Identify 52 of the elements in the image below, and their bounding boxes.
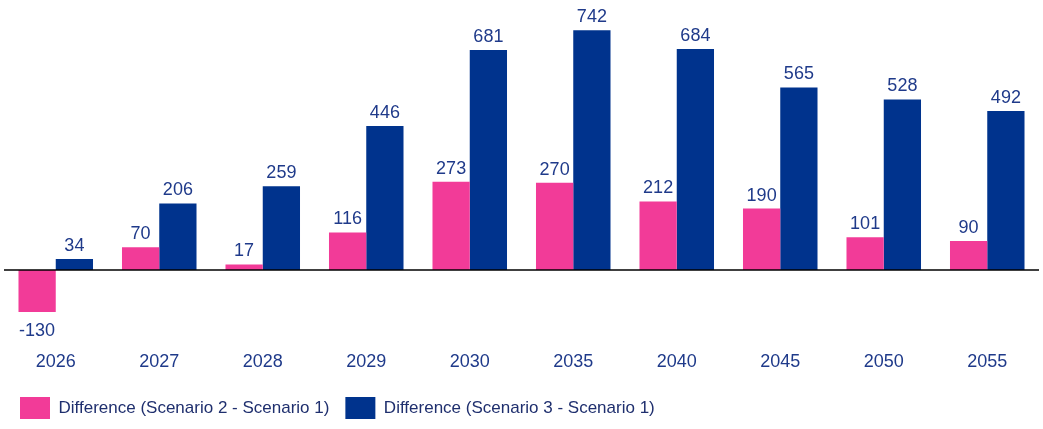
data-label: 17 [234, 240, 255, 261]
x-tick-label: 2055 [967, 351, 1008, 372]
data-label: 446 [369, 101, 400, 122]
bar [18, 269, 56, 312]
bar [846, 237, 884, 270]
bar [328, 232, 367, 270]
bar [55, 258, 94, 270]
bar [987, 111, 1025, 270]
bar [225, 264, 263, 270]
data-label: 742 [576, 6, 607, 27]
data-label: 492 [990, 87, 1021, 108]
bar [535, 182, 574, 270]
x-tick-label: 2045 [760, 351, 801, 372]
data-label: 212 [643, 177, 674, 198]
bar [121, 247, 160, 270]
bar [949, 240, 988, 270]
data-label: 565 [783, 63, 814, 84]
legend-label: Difference (Scenario 3 - Scenario 1) [383, 397, 655, 417]
data-label: 34 [64, 234, 85, 255]
bar [573, 30, 611, 270]
data-label: 681 [473, 26, 504, 47]
bar [883, 99, 922, 270]
data-label: 270 [539, 158, 570, 179]
data-label: 684 [680, 25, 711, 46]
x-tick-label: 2028 [242, 351, 283, 372]
bar [639, 201, 677, 270]
data-label: 273 [436, 157, 467, 178]
x-tick-label: 2027 [139, 351, 180, 372]
data-label: 116 [333, 208, 362, 229]
x-tick-label: 2040 [656, 351, 697, 372]
data-label: 90 [958, 216, 979, 237]
data-label: 101 [850, 213, 881, 234]
data-label: -130 [19, 319, 56, 340]
bar [469, 50, 508, 270]
x-tick-label: 2030 [449, 351, 490, 372]
x-tick-label: 2026 [35, 351, 76, 372]
data-label: 528 [887, 75, 918, 96]
x-tick-label: 2050 [863, 351, 904, 372]
bar [780, 87, 818, 270]
x-tick-label: 2029 [346, 351, 387, 372]
legend-label: Difference (Scenario 2 - Scenario 1) [58, 397, 330, 417]
bar [159, 203, 197, 270]
bar [742, 208, 781, 270]
bar [432, 181, 470, 270]
bar [676, 49, 715, 270]
bar [366, 125, 404, 270]
bar [262, 186, 301, 270]
data-label: 206 [162, 179, 193, 200]
data-label: 190 [746, 184, 777, 205]
x-tick-label: 2035 [553, 351, 594, 372]
data-label: 70 [130, 223, 151, 244]
data-label: 259 [266, 162, 297, 183]
